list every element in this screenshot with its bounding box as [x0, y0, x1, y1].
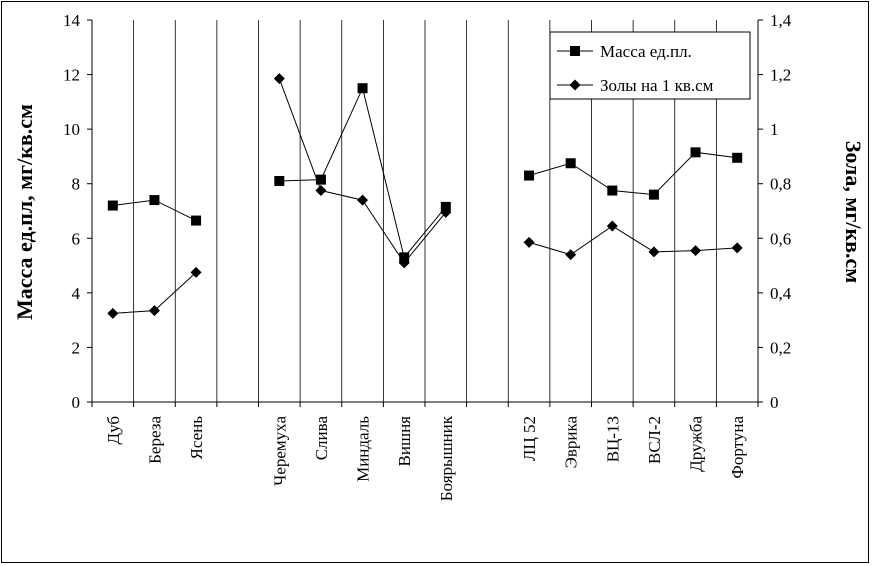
- category-label: Миндаль: [354, 416, 373, 482]
- category-labels: Дуб Береза Ясень Черемуха Слива Миндаль Вишня Б…: [104, 415, 747, 501]
- y2-tick-label: 0: [770, 393, 779, 412]
- legend-marker-ash: [569, 79, 581, 91]
- category-label: ЛЦ 52: [520, 416, 539, 461]
- data-point-ash: [357, 194, 369, 206]
- data-point-ash: [148, 305, 160, 317]
- data-point-mass: [524, 170, 535, 181]
- series-1: [107, 73, 743, 319]
- data-point-mass: [607, 185, 618, 196]
- y2-tick-label: 1,2: [770, 66, 791, 85]
- legend-label-mass: Масса ед.пл.: [600, 42, 692, 61]
- y2-tick-label: 0,4: [770, 284, 792, 303]
- data-point-ash: [190, 266, 202, 278]
- data-point-mass: [357, 83, 368, 94]
- y-tick-label: 2: [72, 338, 81, 357]
- series: [107, 73, 743, 319]
- y-tick-label: 12: [63, 66, 80, 85]
- data-point-mass: [648, 189, 659, 200]
- data-point-ash: [273, 73, 285, 85]
- data-point-mass: [690, 147, 701, 158]
- y-tick-label: 0: [72, 393, 81, 412]
- data-point-ash: [648, 246, 660, 258]
- y2-axis-title: Зола, мг/кв.см: [841, 141, 866, 284]
- legend: Масса ед.пл. Золы на 1 кв.см: [549, 31, 751, 100]
- series-line: [279, 86, 447, 259]
- category-label: Ясень: [187, 416, 206, 460]
- category-label: Фортуна: [728, 416, 747, 479]
- data-point-ash: [565, 249, 577, 261]
- category-label: Черемуха: [270, 416, 289, 486]
- data-point-ash: [440, 206, 452, 218]
- y-axis-title: Масса ед.пл, мг/кв.см: [12, 104, 37, 320]
- category-label: Боярышник: [437, 415, 456, 501]
- y2-tick-label: 0,6: [770, 229, 791, 248]
- data-point-ash: [731, 242, 743, 254]
- y2-tick-label: 0,8: [770, 175, 791, 194]
- category-label: Вишня: [395, 416, 414, 467]
- category-label: ВСЛ-2: [645, 416, 664, 464]
- data-point-ash: [398, 257, 410, 269]
- data-point-mass: [565, 158, 576, 169]
- category-label: Слива: [312, 416, 331, 461]
- series-line: [528, 151, 738, 196]
- y-tick-label: 6: [72, 229, 81, 248]
- axes: 0 2 4 6 8 10 12 14 0 0,2 0,4 0,6 0,8 1 1,2 1,4: [63, 11, 792, 412]
- y-tick-label: 14: [63, 11, 81, 30]
- data-point-ash: [690, 245, 702, 257]
- data-point-mass: [315, 174, 326, 185]
- data-point-ash: [315, 185, 327, 197]
- data-point-mass: [274, 175, 285, 186]
- legend-label-ash: Золы на 1 кв.см: [600, 76, 714, 95]
- series-line: [278, 78, 447, 264]
- data-point-mass: [732, 152, 743, 163]
- y-tick-label: 10: [63, 120, 80, 139]
- y2-tick-label: 0,2: [770, 338, 791, 357]
- y-tick-label: 8: [72, 175, 81, 194]
- category-label: Дуб: [104, 416, 123, 445]
- data-point-mass: [149, 195, 160, 206]
- legend-box: [549, 31, 751, 100]
- y2-tick-label: 1,4: [770, 11, 792, 30]
- series-line: [528, 225, 738, 256]
- category-label: ВЦ-13: [603, 416, 622, 462]
- data-point-ash: [107, 307, 119, 319]
- y-tick-label: 4: [72, 284, 81, 303]
- category-label: Береза: [145, 416, 164, 464]
- data-point-ash: [606, 220, 618, 232]
- category-label: Эврика: [562, 416, 581, 469]
- category-label: Дружба: [687, 416, 706, 472]
- y2-tick-label: 1: [770, 120, 779, 139]
- data-point-ash: [523, 236, 535, 248]
- legend-marker-mass: [570, 46, 580, 56]
- data-point-mass: [107, 200, 118, 211]
- data-point-mass: [191, 215, 202, 226]
